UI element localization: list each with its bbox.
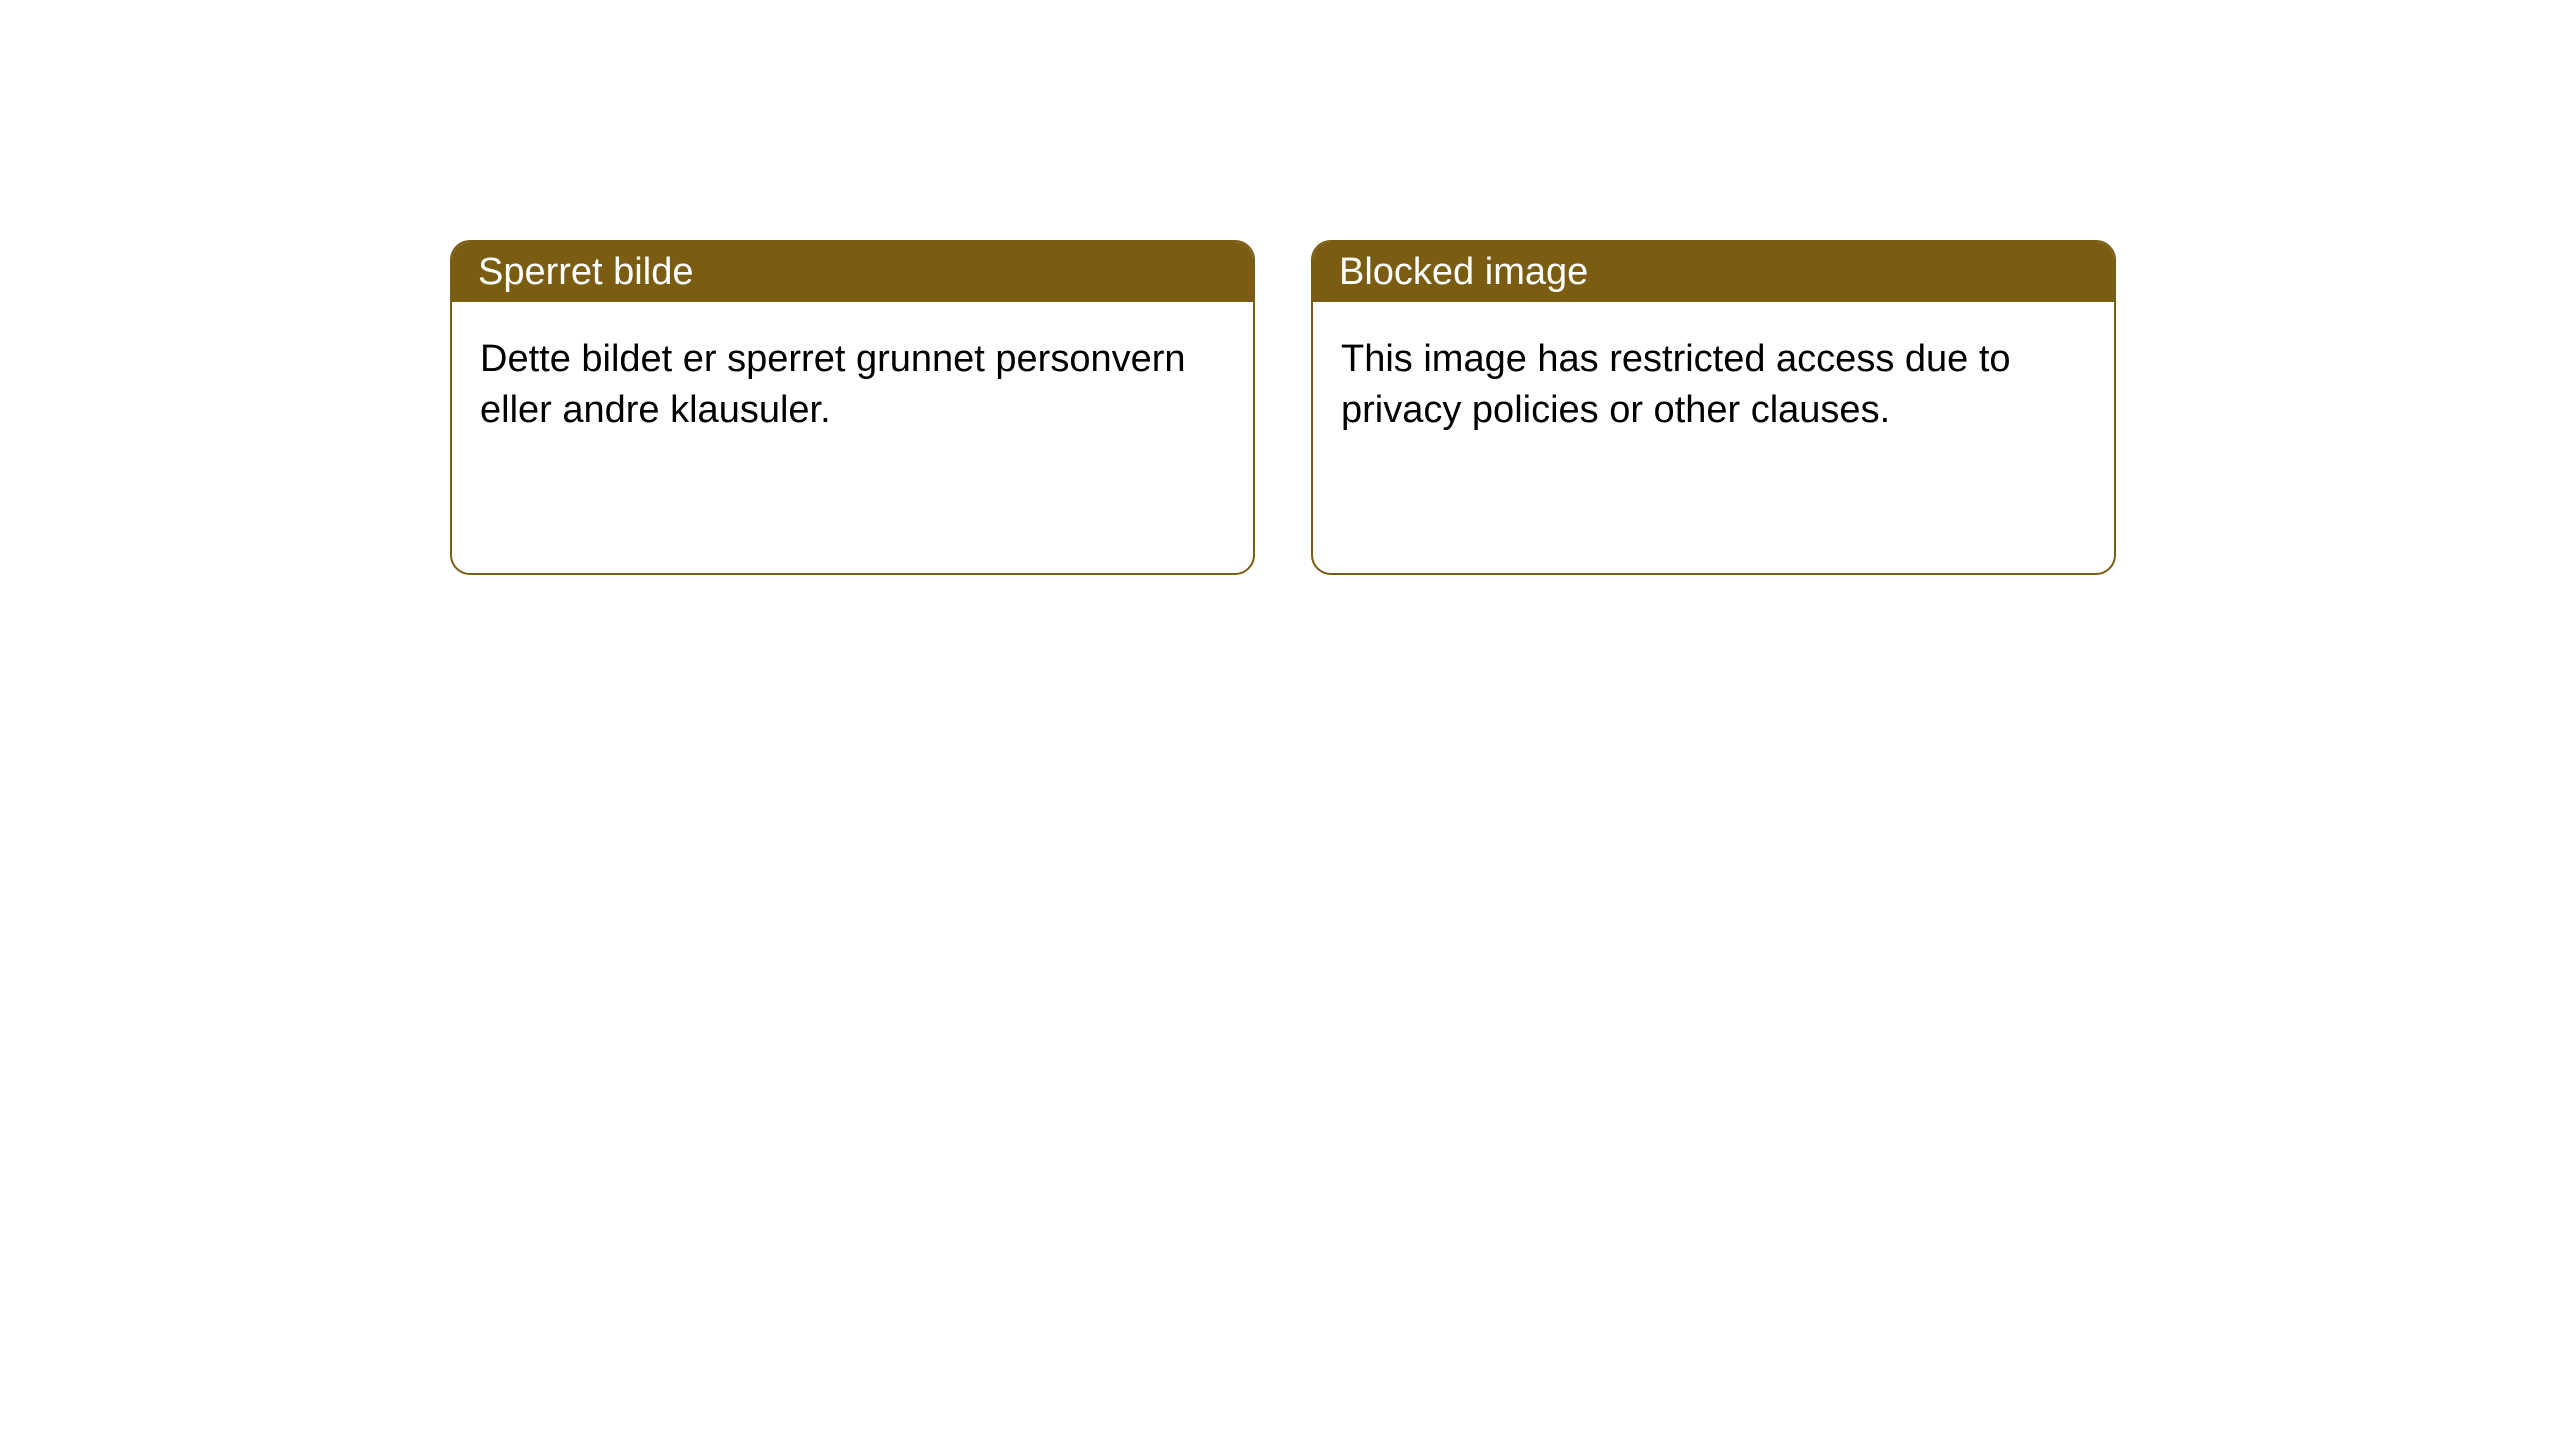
notice-card-body: This image has restricted access due to … [1313, 302, 2114, 469]
notice-body-text: Dette bildet er sperret grunnet personve… [480, 338, 1186, 431]
notice-title: Sperret bilde [478, 251, 693, 294]
notice-card-body: Dette bildet er sperret grunnet personve… [452, 302, 1253, 469]
notice-card-english: Blocked image This image has restricted … [1311, 240, 2116, 575]
notice-title: Blocked image [1339, 251, 1588, 294]
notice-card-header: Blocked image [1313, 242, 2114, 302]
notice-body-text: This image has restricted access due to … [1341, 338, 2011, 431]
notice-card-norwegian: Sperret bilde Dette bildet er sperret gr… [450, 240, 1255, 575]
notice-card-header: Sperret bilde [452, 242, 1253, 302]
notice-container: Sperret bilde Dette bildet er sperret gr… [0, 0, 2560, 575]
